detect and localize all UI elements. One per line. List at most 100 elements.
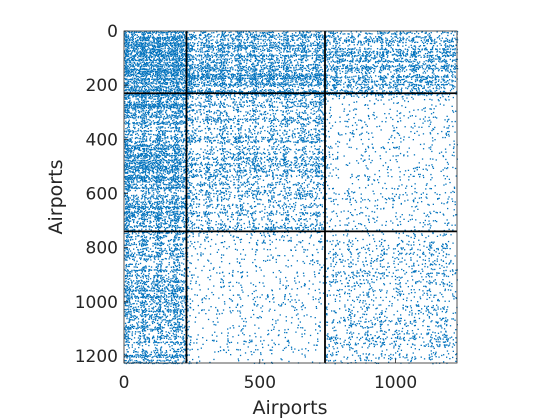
nonzero-marker: [337, 35, 339, 37]
nonzero-marker: [181, 55, 183, 57]
nonzero-marker: [252, 74, 254, 76]
nonzero-marker: [420, 39, 422, 42]
nonzero-marker: [233, 39, 235, 42]
nonzero-marker: [284, 60, 286, 62]
nonzero-marker: [184, 80, 186, 83]
nonzero-marker: [137, 85, 139, 88]
nonzero-marker: [456, 31, 459, 33]
nonzero-marker: [184, 36, 186, 38]
nonzero-marker: [207, 55, 209, 57]
nonzero-marker: [308, 67, 310, 69]
nonzero-marker: [139, 76, 141, 78]
nonzero-marker: [145, 55, 147, 57]
nonzero-marker: [201, 41, 204, 44]
nonzero-marker: [302, 65, 304, 67]
nonzero-marker: [194, 76, 196, 78]
nonzero-marker: [184, 89, 186, 92]
nonzero-marker: [440, 51, 442, 53]
nonzero-marker: [203, 66, 205, 68]
nonzero-marker: [285, 42, 287, 44]
nonzero-marker: [134, 81, 136, 83]
nonzero-marker: [278, 33, 280, 35]
nonzero-marker: [173, 46, 175, 48]
nonzero-marker: [381, 43, 383, 45]
nonzero-marker: [196, 42, 199, 45]
nonzero-marker: [232, 75, 235, 77]
nonzero-marker: [281, 59, 284, 62]
nonzero-marker: [190, 58, 192, 60]
nonzero-marker: [172, 93, 174, 95]
nonzero-marker: [181, 42, 183, 44]
nonzero-marker: [156, 70, 158, 73]
nonzero-marker: [244, 69, 246, 72]
nonzero-marker: [223, 51, 225, 53]
nonzero-marker: [313, 66, 315, 68]
nonzero-marker: [313, 33, 315, 35]
nonzero-marker: [205, 89, 207, 92]
nonzero-marker: [300, 80, 302, 82]
nonzero-marker: [301, 58, 304, 60]
nonzero-marker: [315, 84, 317, 86]
nonzero-marker: [285, 74, 287, 76]
nonzero-marker: [434, 42, 436, 45]
nonzero-marker: [203, 43, 205, 45]
nonzero-marker: [262, 32, 264, 35]
nonzero-marker: [187, 47, 189, 49]
nonzero-marker: [194, 90, 196, 93]
nonzero-marker: [367, 42, 370, 44]
nonzero-marker: [190, 64, 192, 67]
nonzero-marker: [160, 55, 162, 57]
nonzero-marker: [191, 47, 193, 49]
nonzero-marker: [208, 65, 210, 67]
nonzero-marker: [153, 36, 155, 38]
nonzero-marker: [241, 90, 243, 92]
nonzero-marker: [413, 51, 415, 53]
nonzero-marker: [146, 62, 148, 64]
nonzero-marker: [338, 48, 341, 50]
nonzero-marker: [178, 88, 180, 90]
nonzero-marker: [298, 65, 300, 67]
nonzero-marker: [259, 45, 261, 47]
nonzero-marker: [279, 38, 281, 40]
nonzero-marker: [308, 84, 310, 86]
nonzero-marker: [283, 31, 285, 33]
nonzero-marker: [389, 40, 391, 42]
nonzero-marker: [363, 37, 366, 39]
nonzero-marker: [402, 42, 404, 44]
nonzero-marker: [131, 39, 134, 42]
nonzero-marker: [138, 55, 140, 57]
nonzero-marker: [263, 85, 266, 87]
nonzero-marker: [128, 69, 130, 72]
nonzero-marker: [152, 49, 155, 51]
nonzero-marker: [284, 94, 286, 96]
nonzero-marker: [239, 85, 241, 87]
nonzero-marker: [300, 69, 302, 71]
nonzero-marker: [257, 78, 259, 80]
nonzero-marker: [175, 37, 177, 39]
nonzero-marker: [216, 90, 218, 92]
nonzero-marker: [197, 66, 199, 69]
nonzero-marker: [138, 93, 141, 96]
nonzero-marker: [136, 48, 138, 51]
nonzero-marker: [209, 88, 211, 90]
nonzero-marker: [168, 31, 170, 33]
nonzero-marker: [128, 70, 131, 72]
nonzero-marker: [223, 54, 225, 56]
nonzero-marker: [137, 39, 139, 41]
nonzero-marker: [274, 70, 276, 72]
nonzero-marker: [302, 39, 304, 41]
nonzero-marker: [319, 73, 321, 75]
nonzero-marker: [215, 76, 217, 78]
nonzero-marker: [216, 66, 218, 68]
nonzero-marker: [442, 48, 444, 50]
nonzero-marker: [126, 61, 128, 64]
nonzero-marker: [203, 85, 206, 87]
nonzero-marker: [317, 67, 320, 69]
nonzero-marker: [174, 43, 176, 45]
nonzero-marker: [302, 83, 305, 85]
nonzero-marker: [127, 45, 129, 47]
nonzero-marker: [205, 36, 207, 38]
nonzero-marker: [146, 58, 148, 61]
nonzero-marker: [202, 76, 204, 78]
nonzero-marker: [215, 68, 217, 70]
